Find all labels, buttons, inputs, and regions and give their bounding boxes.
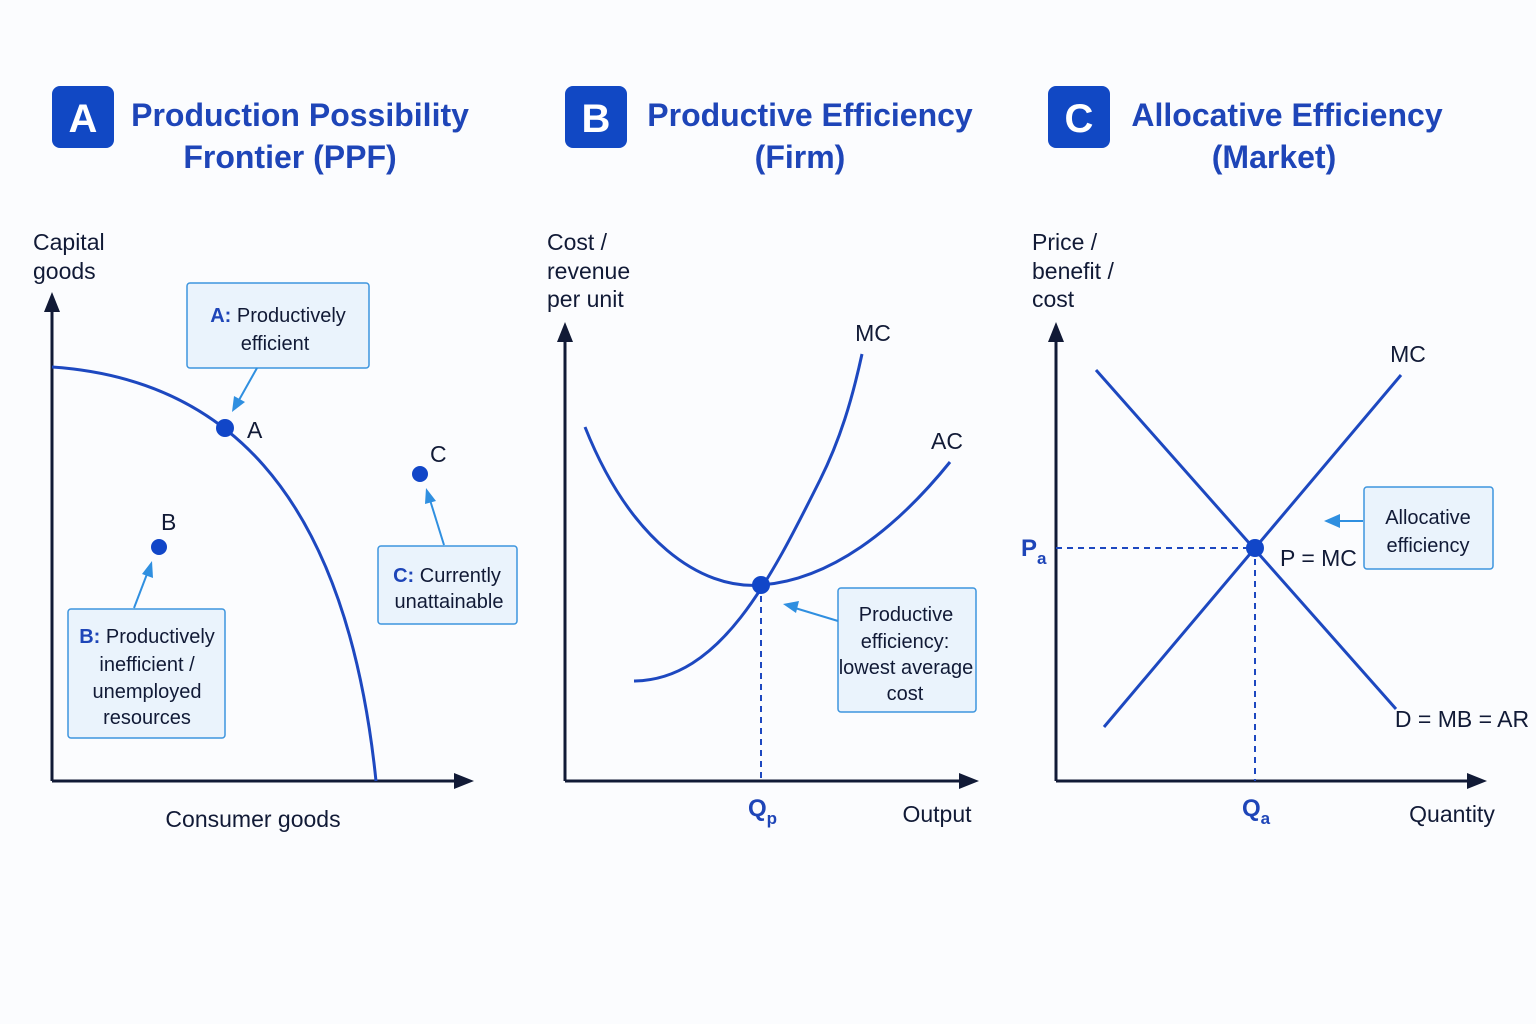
- point-c-dot: [412, 466, 428, 482]
- qa-label: Qa: [1242, 795, 1271, 828]
- note-c-line1: C: Currently: [393, 565, 501, 587]
- panel-b-y-axis-label-line3: per unit: [547, 286, 624, 312]
- mc-curve-label: MC: [855, 320, 891, 346]
- note-b-text: Productively: [106, 626, 215, 648]
- panel-c-y-axis-label-line1: Price /: [1032, 229, 1098, 255]
- note-b-pointer: [133, 573, 148, 609]
- panel-allocative-efficiency: C Allocative Efficiency (Market) Price /…: [1021, 86, 1529, 828]
- mc-curve: [633, 353, 864, 683]
- note-b-pointer-head: [142, 561, 153, 578]
- note-b-key: B:: [79, 626, 100, 648]
- panel-productive-efficiency: B Productive Efficiency (Firm) Cost / re…: [547, 86, 979, 828]
- note-allocative-box: [1363, 486, 1494, 570]
- note-c-key: C:: [393, 565, 414, 587]
- demand-curve: [1094, 369, 1398, 710]
- qp-label: Qp: [748, 795, 777, 828]
- panel-c-mc-label: MC: [1390, 341, 1426, 367]
- badge-a-letter: A: [69, 97, 98, 141]
- note-productive-pointer: [794, 607, 839, 622]
- panel-a-x-axis-label: Consumer goods: [165, 806, 340, 832]
- pa-label: Pa: [1021, 535, 1047, 568]
- badge-b-letter: B: [582, 97, 611, 141]
- ac-curve-label: AC: [931, 428, 963, 454]
- note-b-line4: resources: [103, 707, 191, 729]
- ppf-curve: [51, 365, 378, 782]
- note-c-pointer: [429, 499, 445, 546]
- panel-a-title-line1: Production Possibility: [131, 97, 469, 133]
- qp-label-sub: p: [767, 809, 777, 828]
- panel-b-y-axis-label-line2: revenue: [547, 258, 630, 284]
- point-a-dot: [216, 419, 234, 437]
- note-productive-line1: Productive: [859, 604, 954, 626]
- demand-curve-label: D = MB = AR: [1395, 706, 1529, 732]
- panel-b-x-axis-label: Output: [902, 801, 972, 827]
- note-c-line2: unattainable: [395, 591, 504, 613]
- note-a-pointer-head: [232, 396, 245, 412]
- note-a-pointer: [238, 367, 258, 401]
- note-a-key: A:: [210, 305, 231, 327]
- panel-a-title-line2: Frontier (PPF): [183, 139, 396, 175]
- panel-ppf: A Production Possibility Frontier (PPF) …: [33, 86, 518, 832]
- point-c-label: C: [430, 441, 447, 467]
- note-productive-line3: lowest average: [839, 657, 974, 679]
- panel-c-y-axis-arrow: [1048, 322, 1064, 342]
- note-allocative-line2: efficiency: [1386, 535, 1469, 557]
- note-b-box: [67, 608, 226, 739]
- note-allocative-line1: Allocative: [1385, 507, 1471, 529]
- panel-a-x-axis-arrow: [454, 773, 474, 789]
- note-c-box: [377, 545, 518, 625]
- qa-label-main: Q: [1242, 795, 1261, 822]
- note-a-box: [186, 282, 370, 369]
- note-productive-box: [837, 587, 977, 713]
- pa-label-sub: a: [1037, 549, 1047, 568]
- badge-a: [52, 86, 114, 148]
- note-a-line2: efficient: [241, 333, 310, 355]
- badge-c: [1048, 86, 1110, 148]
- panel-b-x-axis-arrow: [959, 773, 979, 789]
- note-productive-pointer-head: [783, 601, 799, 613]
- point-a-label: A: [247, 417, 263, 443]
- panel-b-title-line1: Productive Efficiency: [647, 97, 973, 133]
- panel-c-x-axis-arrow: [1467, 773, 1487, 789]
- ac-curve: [583, 426, 952, 587]
- allocative-efficiency-point: [1246, 539, 1264, 557]
- note-a-line1: A: Productively: [210, 305, 346, 327]
- panel-a-y-axis-label-line1: Capital: [33, 229, 105, 255]
- panel-b-title-line2: (Firm): [755, 139, 846, 175]
- badge-b: [565, 86, 627, 148]
- pa-label-main: P: [1021, 535, 1037, 562]
- panel-b-y-axis-label-line1: Cost /: [547, 229, 608, 255]
- panel-a-y-axis-arrow: [44, 292, 60, 312]
- note-productive-line2: efficiency:: [861, 631, 950, 653]
- p-equals-mc-label: P = MC: [1280, 545, 1357, 571]
- qp-label-main: Q: [748, 795, 767, 822]
- panel-c-title-line2: (Market): [1212, 139, 1336, 175]
- panel-c-y-axis-label-line2: benefit /: [1032, 258, 1114, 284]
- note-b-line1: B: Productively: [79, 626, 215, 648]
- note-productive-line4: cost: [887, 683, 924, 705]
- point-b-label: B: [161, 509, 176, 535]
- panel-c-x-axis-label: Quantity: [1409, 801, 1495, 827]
- qa-label-sub: a: [1261, 809, 1271, 828]
- panel-a-y-axis-label-line2: goods: [33, 258, 96, 284]
- note-a-text: Productively: [237, 305, 346, 327]
- productive-efficiency-point: [752, 576, 770, 594]
- note-allocative-pointer-head: [1324, 514, 1340, 528]
- badge-c-letter: C: [1065, 97, 1094, 141]
- note-b-line2: inefficient /: [99, 654, 195, 676]
- panel-c-title-line1: Allocative Efficiency: [1131, 97, 1442, 133]
- panel-c-y-axis-label-line3: cost: [1032, 286, 1075, 312]
- panel-b-y-axis-arrow: [557, 322, 573, 342]
- note-b-line3: unemployed: [93, 681, 202, 703]
- point-b-dot: [151, 539, 167, 555]
- note-c-text: Currently: [420, 565, 501, 587]
- note-c-pointer-head: [425, 488, 436, 504]
